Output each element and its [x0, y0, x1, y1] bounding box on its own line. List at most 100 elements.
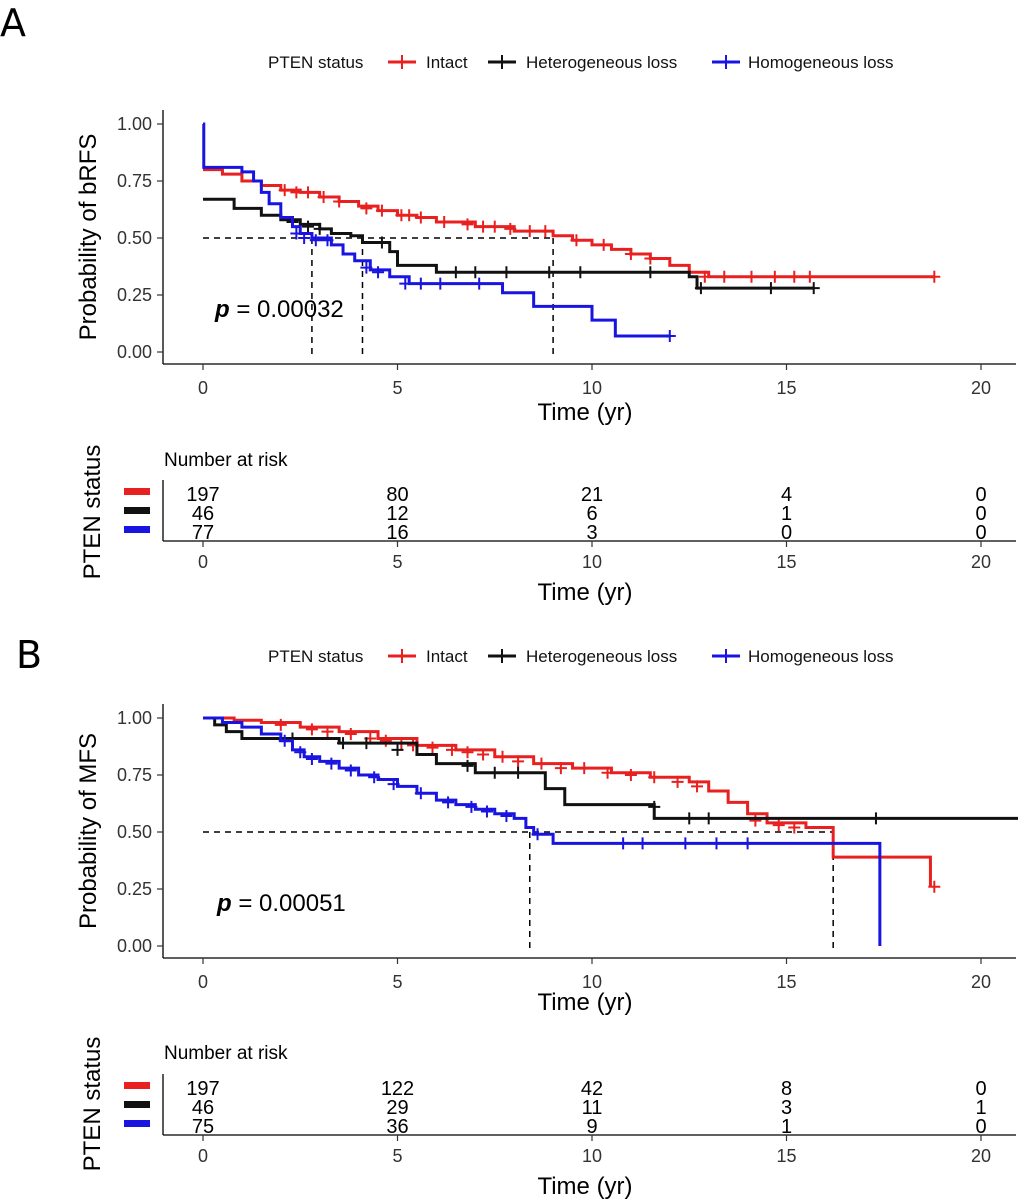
censor-mark: [414, 211, 427, 224]
risk-x-tick-label: 15: [776, 1146, 796, 1166]
survival-curve-2: [203, 716, 1018, 820]
censor-mark: [426, 741, 439, 754]
censor-mark: [375, 236, 388, 249]
censor-mark: [391, 743, 404, 756]
y-tick-label: 0.50: [117, 822, 152, 842]
censor-mark: [504, 222, 517, 235]
risk-count: 75: [192, 1116, 214, 1138]
censor-mark: [578, 762, 591, 775]
censor-mark: [543, 266, 556, 279]
censor-mark: [648, 800, 661, 813]
risk-x-tick-label: 10: [582, 1146, 602, 1166]
censor-mark: [379, 734, 392, 747]
risk-count: 77: [192, 522, 214, 544]
legend-label-heterogeneous: Heterogeneous loss: [526, 647, 677, 666]
y-axis-title: Probability of MFS: [75, 733, 102, 929]
risk-count: 16: [386, 522, 408, 544]
y-tick-label: 0.00: [117, 936, 152, 956]
censor-mark: [290, 186, 303, 199]
legend-swatch-heterogeneous: [488, 649, 516, 663]
x-tick-label: 15: [776, 378, 796, 398]
p-value-symbol: p: [214, 296, 230, 323]
risk-row-swatch: [124, 507, 150, 514]
risk-count: 46: [192, 503, 214, 525]
censor-mark: [869, 812, 882, 825]
censor-mark: [683, 812, 696, 825]
censor-mark: [496, 750, 509, 763]
y-tick-label: 0.25: [117, 285, 152, 305]
censor-mark: [302, 186, 315, 199]
x-tick-label: 5: [392, 378, 402, 398]
censor-mark: [278, 184, 291, 197]
censor-mark: [512, 755, 525, 768]
survival-curve-3: [203, 716, 882, 946]
risk-count: 36: [386, 1116, 408, 1138]
panel-label-b: B: [16, 633, 42, 677]
censor-mark: [375, 204, 388, 217]
x-tick-label: 0: [198, 378, 208, 398]
censor-mark: [434, 277, 447, 290]
risk-table-b: Number at risk PTEN status 197 122 42 8 0 46 29 1…: [79, 1037, 1016, 1200]
risk-x-tick-label: 0: [198, 1146, 208, 1166]
x-tick-label: 20: [971, 972, 991, 992]
censor-mark: [414, 277, 427, 290]
censor-mark: [671, 775, 684, 788]
censor-mark: [274, 718, 287, 731]
censor-mark: [928, 880, 941, 893]
censor-mark: [360, 202, 373, 215]
y-tick-label: 1.00: [117, 114, 152, 134]
censor-mark: [523, 225, 536, 238]
risk-row-swatch: [124, 1120, 150, 1127]
censor-mark: [718, 270, 731, 283]
legend-label-homogeneous: Homogeneous loss: [748, 647, 894, 666]
risk-count: 0: [781, 522, 792, 544]
x-axis-title: Time (yr): [537, 399, 632, 426]
censor-mark: [399, 277, 412, 290]
censor-mark: [461, 746, 474, 759]
risk-count: 3: [781, 1097, 792, 1119]
censor-mark: [512, 766, 525, 779]
risk-count: 0: [975, 1078, 986, 1100]
censor-mark: [617, 837, 630, 850]
censor-mark: [500, 810, 513, 823]
censor-mark: [788, 821, 801, 834]
censor-mark: [745, 270, 758, 283]
censor-mark: [360, 261, 373, 274]
legend-swatch-homogeneous: [712, 55, 740, 69]
risk-table-title: Number at risk: [164, 450, 288, 471]
censor-mark: [477, 220, 490, 233]
censor-mark: [636, 837, 649, 850]
censor-mark: [368, 771, 381, 784]
censor-mark: [313, 222, 326, 235]
risk-x-tick-label: 5: [392, 1146, 402, 1166]
risk-count: 0: [975, 503, 986, 525]
risk-count: 0: [975, 522, 986, 544]
censor-mark: [442, 796, 455, 809]
censor-mark: [449, 266, 462, 279]
survival-curve-3: [202, 122, 670, 338]
censor-mark: [644, 252, 657, 265]
risk-count: 29: [386, 1097, 408, 1119]
risk-count: 11: [582, 1097, 603, 1119]
censor-mark: [500, 266, 513, 279]
censor-mark: [290, 227, 303, 240]
p-value-label: p = 0.00032: [214, 296, 344, 323]
censor-mark: [438, 216, 451, 229]
censor-mark: [764, 282, 777, 295]
censor-mark: [691, 780, 704, 793]
x-tick-label: 10: [582, 972, 602, 992]
censor-mark: [477, 748, 490, 761]
legend-label-homogeneous: Homogeneous loss: [748, 53, 894, 72]
censor-mark: [305, 753, 318, 766]
censor-mark: [531, 828, 544, 841]
censor-mark: [554, 762, 567, 775]
x-tick-label: 20: [971, 378, 991, 398]
x-axis-title: Time (yr): [537, 989, 632, 1016]
censor-mark: [648, 771, 661, 784]
survival-curve-2: [203, 197, 814, 290]
risk-count: 3: [586, 522, 597, 544]
censor-mark: [325, 757, 338, 770]
censor-mark: [403, 209, 416, 222]
censor-mark: [710, 837, 723, 850]
